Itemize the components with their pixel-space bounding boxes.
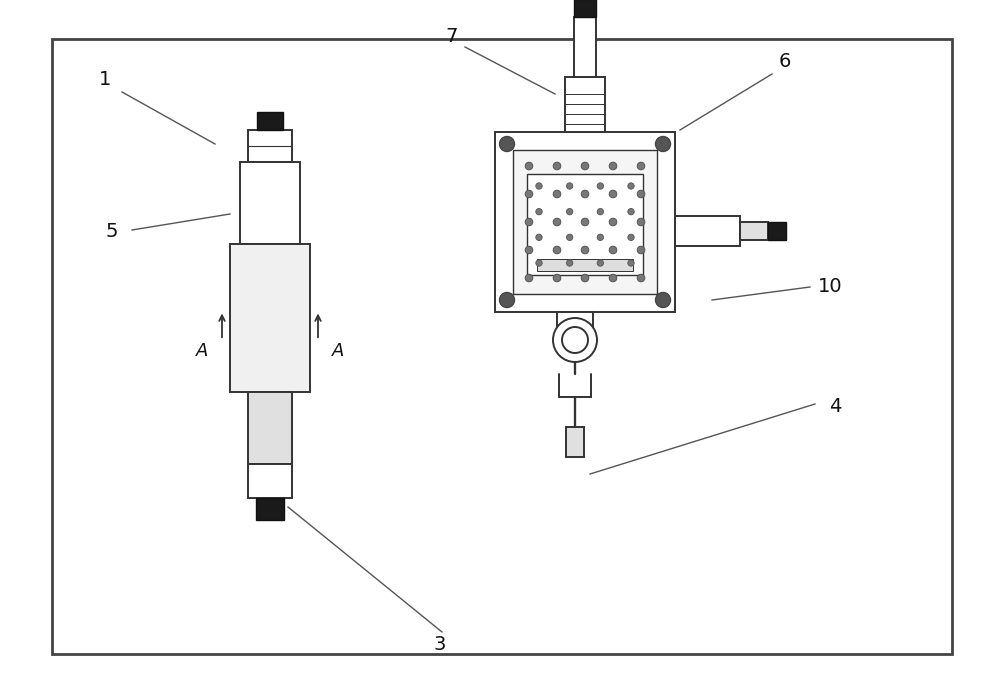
Circle shape	[581, 190, 589, 198]
Circle shape	[628, 260, 634, 266]
Circle shape	[581, 162, 589, 170]
Circle shape	[637, 162, 645, 170]
Circle shape	[609, 246, 617, 254]
Circle shape	[536, 183, 542, 189]
Bar	[740, 222, 768, 240]
Circle shape	[499, 293, 514, 307]
Bar	[513, 150, 657, 294]
Circle shape	[655, 293, 670, 307]
Circle shape	[553, 274, 561, 282]
Text: 1: 1	[99, 71, 111, 89]
Circle shape	[609, 274, 617, 282]
Circle shape	[581, 218, 589, 226]
Circle shape	[597, 183, 604, 189]
Circle shape	[655, 136, 670, 152]
Circle shape	[536, 234, 542, 241]
Text: 3: 3	[434, 635, 446, 653]
Bar	[248, 392, 292, 464]
Circle shape	[566, 234, 573, 241]
Text: 4: 4	[829, 397, 841, 417]
Bar	[566, 427, 584, 457]
Circle shape	[628, 183, 634, 189]
Circle shape	[525, 218, 533, 226]
Circle shape	[581, 246, 589, 254]
Circle shape	[581, 274, 589, 282]
Bar	[557, 312, 593, 340]
Circle shape	[525, 190, 533, 198]
Text: 7: 7	[446, 28, 458, 46]
Circle shape	[637, 218, 645, 226]
Text: 10: 10	[818, 277, 842, 296]
Bar	[248, 130, 292, 162]
Bar	[527, 174, 643, 275]
Text: 5: 5	[106, 223, 118, 242]
Circle shape	[499, 136, 514, 152]
Bar	[537, 259, 633, 271]
Circle shape	[553, 246, 561, 254]
Circle shape	[628, 208, 634, 215]
Circle shape	[536, 208, 542, 215]
Bar	[256, 498, 284, 520]
Bar	[574, 17, 596, 77]
Circle shape	[609, 162, 617, 170]
Circle shape	[536, 260, 542, 266]
Bar	[248, 464, 292, 498]
Circle shape	[525, 162, 533, 170]
Bar	[768, 222, 786, 240]
Bar	[495, 132, 675, 312]
Circle shape	[637, 246, 645, 254]
Text: 6: 6	[779, 53, 791, 71]
Circle shape	[525, 274, 533, 282]
Circle shape	[637, 274, 645, 282]
Bar	[257, 112, 283, 130]
Circle shape	[553, 218, 561, 226]
Bar	[230, 244, 310, 392]
Circle shape	[637, 190, 645, 198]
Text: A: A	[332, 343, 344, 361]
Circle shape	[566, 183, 573, 189]
Circle shape	[525, 246, 533, 254]
Circle shape	[562, 327, 588, 353]
Circle shape	[597, 208, 604, 215]
Circle shape	[553, 318, 597, 362]
Bar	[565, 77, 605, 132]
Bar	[240, 162, 300, 244]
Circle shape	[609, 190, 617, 198]
Bar	[52, 39, 952, 654]
Bar	[574, 0, 596, 17]
Circle shape	[553, 162, 561, 170]
Text: A: A	[196, 343, 208, 361]
Circle shape	[597, 234, 604, 241]
Circle shape	[553, 190, 561, 198]
Circle shape	[566, 208, 573, 215]
Circle shape	[628, 234, 634, 241]
Circle shape	[597, 260, 604, 266]
Circle shape	[566, 260, 573, 266]
Circle shape	[609, 218, 617, 226]
Bar	[675, 216, 740, 246]
